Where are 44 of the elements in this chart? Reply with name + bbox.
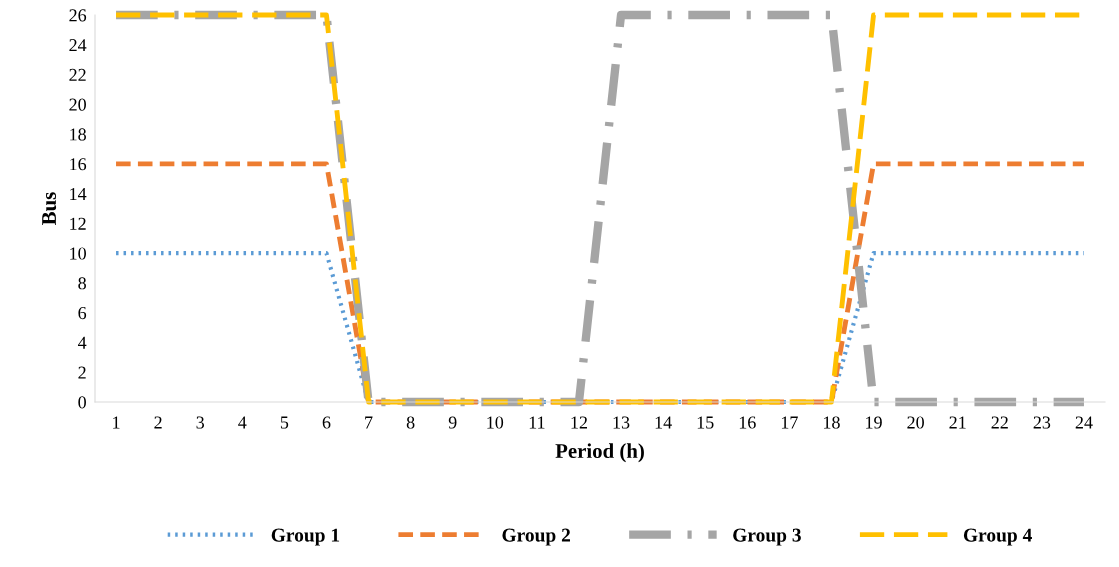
x-tick-label: 4	[238, 416, 247, 429]
x-tick-label: 23	[1033, 416, 1051, 429]
x-tick-label: 9	[448, 416, 457, 429]
legend-label: Group 2	[502, 528, 570, 546]
y-tick-label: 2	[78, 366, 86, 379]
x-tick-label: 19	[866, 416, 882, 429]
x-tick-label: 6	[322, 416, 331, 429]
y-tick-label: 14	[70, 187, 87, 200]
x-tick-label: 3	[196, 416, 205, 429]
legend-label: Group 1	[271, 528, 340, 546]
x-tick-label: 11	[529, 416, 545, 429]
x-tick-label: 22	[991, 416, 1008, 429]
x-tick-label: 5	[280, 416, 289, 429]
y-tick-label: 12	[70, 217, 86, 230]
x-tick-label: 8	[406, 416, 415, 429]
y-tick-label: 16	[70, 158, 87, 171]
x-tick-label: 13	[613, 416, 630, 429]
y-tick-label: 10	[70, 247, 86, 260]
y-tick-label: 8	[78, 277, 86, 290]
y-tick-label: 18	[70, 128, 86, 141]
y-tick-label: 0	[78, 396, 86, 409]
x-tick-label: 16	[739, 416, 756, 429]
x-tick-label: 1	[113, 416, 120, 429]
y-tick-label: 22	[69, 68, 86, 81]
y-tick-label: 24	[69, 39, 87, 52]
x-tick-label: 12	[571, 416, 587, 429]
x-tick-label: 10	[487, 416, 504, 429]
legend-label: Group 4	[963, 528, 1032, 546]
x-tick-label: 20	[907, 416, 924, 429]
x-tick-label: 14	[655, 416, 672, 429]
x-axis-title: Period (h)	[555, 443, 644, 463]
x-tick-label: 18	[824, 416, 840, 429]
x-tick-label: 2	[154, 416, 162, 429]
legend-label: Group 3	[733, 528, 801, 546]
x-tick-label: 17	[781, 416, 798, 429]
y-axis-title: Bus	[42, 192, 57, 225]
x-tick-label: 15	[697, 416, 714, 429]
x-tick-label: 21	[949, 416, 966, 429]
y-tick-label: 6	[78, 307, 87, 320]
y-tick-label: 20	[69, 98, 86, 111]
y-tick-label: 26	[69, 9, 87, 22]
x-tick-label: 24	[1075, 416, 1093, 429]
x-tick-label: 7	[365, 416, 373, 429]
y-tick-label: 4	[77, 336, 87, 349]
